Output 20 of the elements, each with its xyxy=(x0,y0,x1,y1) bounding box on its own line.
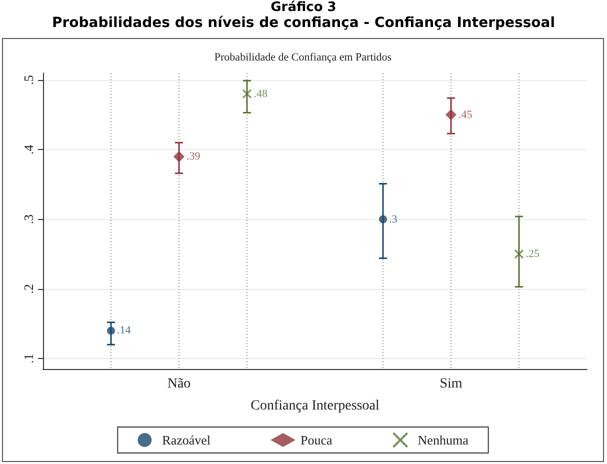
legend-label: Nenhuma xyxy=(418,432,469,448)
data-label: .14 xyxy=(117,324,132,337)
data-label: .3 xyxy=(389,213,398,226)
data-label: .48 xyxy=(254,88,268,100)
y-tick-label: .3 xyxy=(21,214,36,224)
chart-subtitle: Probabilidades dos níveis de confiança - Confiança Interpessoal xyxy=(50,15,556,32)
y-tick-label: .4 xyxy=(21,144,36,154)
x-tick-label: Não xyxy=(167,376,191,392)
data-label: .39 xyxy=(186,150,201,163)
text: Probabilidade de Confiança em Partidos xyxy=(214,52,392,64)
chart-title: Gráfico 3 xyxy=(270,0,338,15)
legend-label: Razoável xyxy=(162,432,211,448)
y-tick-label: .2 xyxy=(21,284,36,294)
data-label: .25 xyxy=(526,248,540,260)
x-axis-title: Confiança Interpessoal xyxy=(250,398,380,414)
data-label: .45 xyxy=(458,108,473,121)
y-tick-label: .1 xyxy=(21,354,36,364)
y-tick-label: .5 xyxy=(21,75,36,85)
legend-label: Pouca xyxy=(300,432,333,448)
x-tick-label: Sim xyxy=(440,376,462,392)
